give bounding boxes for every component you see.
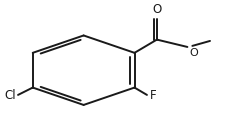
Text: O: O [188,48,197,58]
Text: F: F [149,89,155,102]
Text: O: O [152,3,161,16]
Text: Cl: Cl [4,89,16,102]
